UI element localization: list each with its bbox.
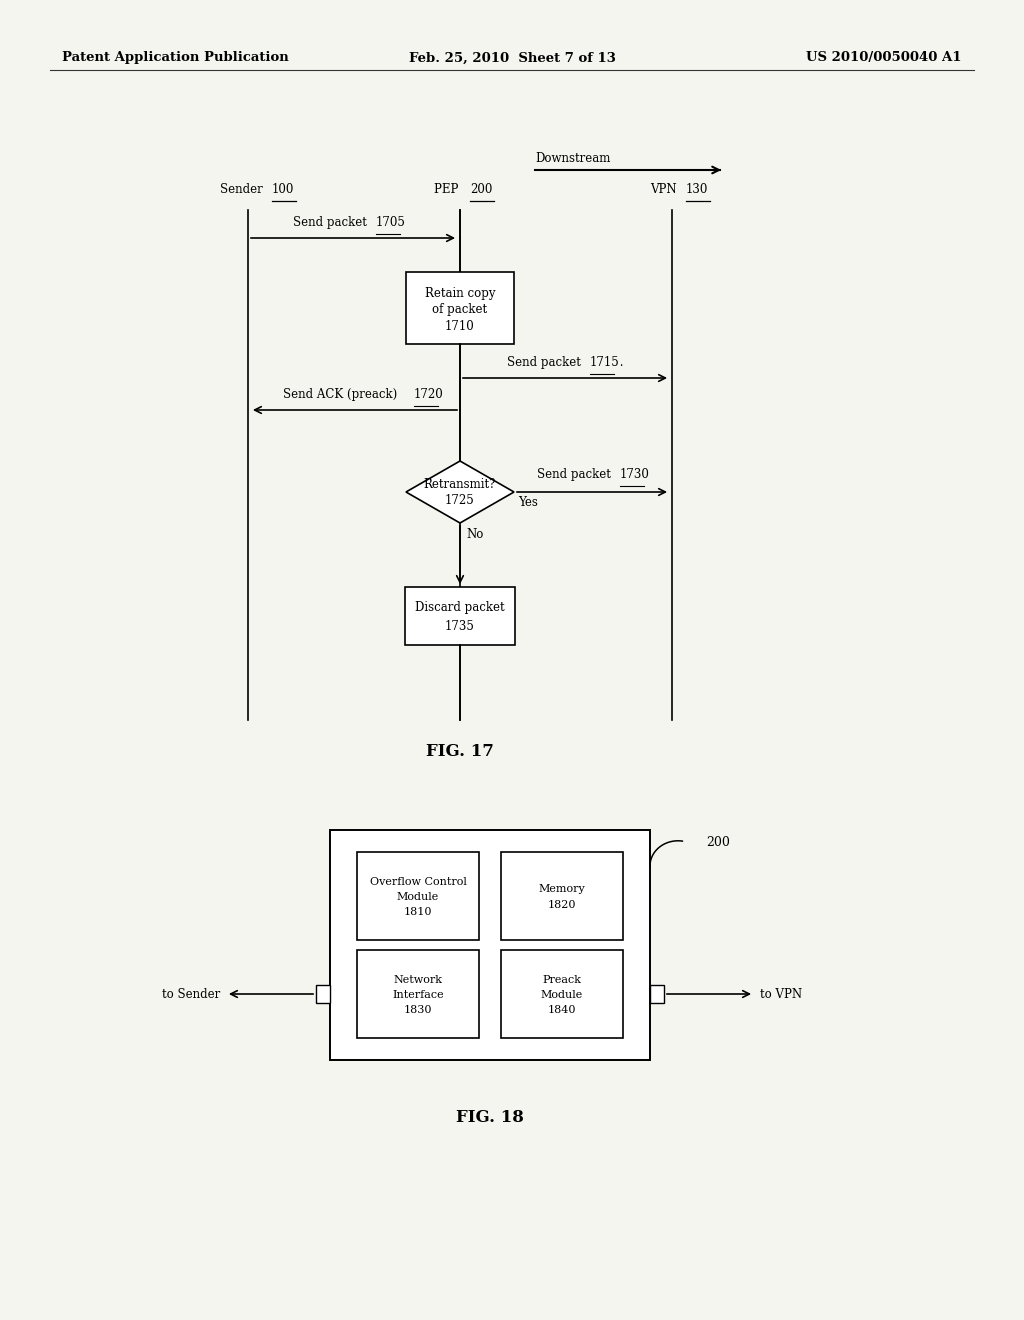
Text: Send ACK (preack): Send ACK (preack) xyxy=(283,388,404,401)
Text: Preack: Preack xyxy=(543,975,582,985)
Text: Memory: Memory xyxy=(539,884,586,894)
Text: Retransmit?: Retransmit? xyxy=(424,478,497,491)
Text: Retain copy: Retain copy xyxy=(425,288,496,301)
FancyBboxPatch shape xyxy=(406,272,514,345)
Text: 1715: 1715 xyxy=(590,356,620,370)
Text: Discard packet: Discard packet xyxy=(415,602,505,615)
Text: Module: Module xyxy=(397,892,439,902)
FancyBboxPatch shape xyxy=(357,851,479,940)
Text: 130: 130 xyxy=(686,183,709,195)
FancyBboxPatch shape xyxy=(316,985,330,1003)
Text: to Sender: to Sender xyxy=(162,987,220,1001)
Text: to VPN: to VPN xyxy=(760,987,802,1001)
Text: Yes: Yes xyxy=(518,496,538,510)
Text: Send packet: Send packet xyxy=(538,469,618,480)
FancyBboxPatch shape xyxy=(650,985,664,1003)
Text: Overflow Control: Overflow Control xyxy=(370,876,467,887)
Text: VPN: VPN xyxy=(650,183,680,195)
FancyBboxPatch shape xyxy=(357,950,479,1038)
Text: of packet: of packet xyxy=(432,304,487,317)
Text: Module: Module xyxy=(541,990,583,1001)
Text: 100: 100 xyxy=(272,183,294,195)
Text: Sender: Sender xyxy=(220,183,266,195)
Polygon shape xyxy=(406,461,514,523)
Text: 1710: 1710 xyxy=(445,319,475,333)
Text: 1735: 1735 xyxy=(445,619,475,632)
Text: 1840: 1840 xyxy=(548,1005,577,1015)
Text: 1705: 1705 xyxy=(376,216,406,228)
Text: Network: Network xyxy=(393,975,442,985)
Text: Interface: Interface xyxy=(392,990,443,1001)
Text: 1730: 1730 xyxy=(620,469,650,480)
Text: .: . xyxy=(616,356,624,370)
Text: 1820: 1820 xyxy=(548,900,577,909)
Text: Feb. 25, 2010  Sheet 7 of 13: Feb. 25, 2010 Sheet 7 of 13 xyxy=(409,51,615,65)
Text: FIG. 17: FIG. 17 xyxy=(426,743,494,760)
Text: 200: 200 xyxy=(706,836,730,849)
Text: Downstream: Downstream xyxy=(535,152,610,165)
Text: 200: 200 xyxy=(470,183,493,195)
Text: US 2010/0050040 A1: US 2010/0050040 A1 xyxy=(807,51,962,65)
Text: No: No xyxy=(466,528,483,540)
Text: FIG. 18: FIG. 18 xyxy=(456,1110,524,1126)
FancyBboxPatch shape xyxy=(330,830,650,1060)
Text: 1720: 1720 xyxy=(414,388,443,401)
FancyBboxPatch shape xyxy=(501,851,623,940)
Text: PEP: PEP xyxy=(434,183,462,195)
FancyBboxPatch shape xyxy=(406,587,515,645)
Text: Send packet: Send packet xyxy=(507,356,589,370)
Text: 1830: 1830 xyxy=(403,1005,432,1015)
Text: Patent Application Publication: Patent Application Publication xyxy=(62,51,289,65)
FancyBboxPatch shape xyxy=(501,950,623,1038)
Text: 1725: 1725 xyxy=(445,495,475,507)
Text: 1810: 1810 xyxy=(403,907,432,917)
Text: Send packet: Send packet xyxy=(293,216,375,228)
